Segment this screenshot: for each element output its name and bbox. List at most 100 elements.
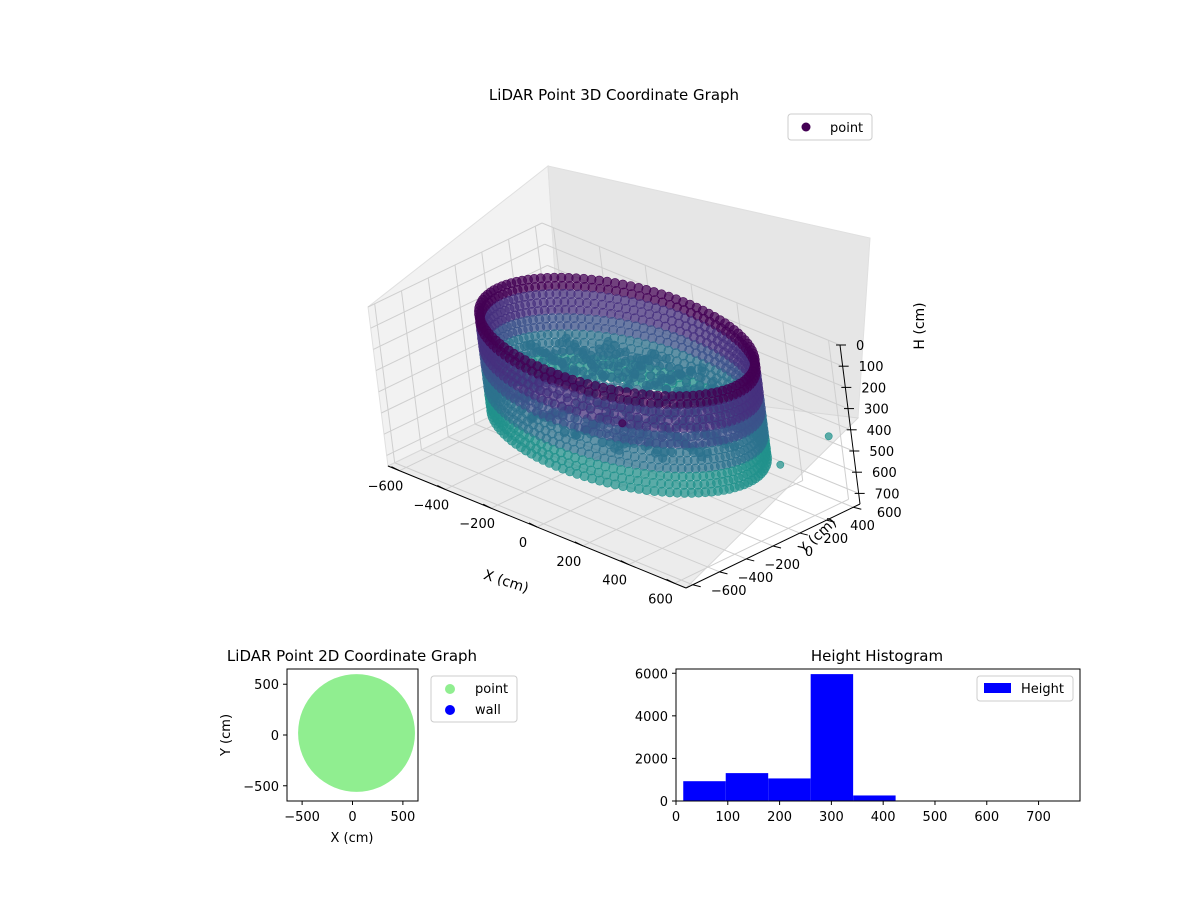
y3d-axis-line (685, 503, 861, 589)
axes-histogram: 0 100 200 300 400 500 600 700 0 2000 4000 6000 (635, 667, 1051, 825)
grid-left-y (374, 303, 396, 463)
x3d-tick-label: −400 (413, 498, 449, 513)
point-3d (661, 354, 671, 364)
point-3d (552, 423, 563, 434)
point-3d (547, 355, 557, 365)
point-3d (708, 376, 718, 386)
hist-y-tick-label: 2000 (635, 752, 668, 767)
legend-3d-label: point (830, 121, 863, 136)
z3d-tick-label: 200 (861, 381, 886, 396)
grid-left-y (400, 290, 422, 450)
point-3d (550, 407, 561, 418)
hist-bar (768, 778, 811, 801)
y3d-tick-label: −600 (711, 584, 747, 599)
y2d-tick-label: −500 (243, 780, 279, 795)
chart3d-zlabel: H (cm) (912, 302, 928, 349)
point-3d (612, 376, 622, 386)
points-3d (473, 272, 833, 498)
point-3d (646, 371, 656, 381)
legend-3d-marker (801, 122, 811, 132)
hist-x-tick-label: 400 (871, 810, 896, 825)
x3d-tick-label: 600 (648, 592, 673, 607)
chart3d-title: LiDAR Point 3D Coordinate Graph (489, 86, 739, 104)
y3d-tick-label: −200 (764, 558, 800, 573)
hist-x-tick-label: 100 (715, 810, 740, 825)
point-3d (824, 432, 833, 441)
point-3d (608, 362, 618, 372)
grid-back-x (828, 340, 850, 500)
hist-bar (725, 773, 769, 801)
chart-3d: LiDAR Point 3D Coordinate Graph −600 −400… (367, 86, 928, 607)
y3d-tick (799, 532, 808, 536)
z3d-tick-label: 500 (869, 445, 894, 460)
point-3d (549, 399, 560, 409)
chart2d-title: LiDAR Point 2D Coordinate Graph (227, 647, 477, 665)
chart-histogram: Height Histogram 0 100 200 300 400 500 600 7000… (635, 647, 1081, 825)
point-3d (696, 373, 706, 383)
point-3d (651, 377, 661, 387)
hist-title: Height Histogram (811, 647, 943, 665)
point-3d (621, 442, 631, 453)
y2d-tick-label: 0 (271, 729, 279, 744)
hist-frame (675, 668, 1081, 802)
z3d-tick-label: 100 (859, 360, 884, 375)
point-3d (623, 319, 633, 330)
grid-left-y (454, 264, 476, 425)
hist-x-tick-label: 200 (767, 810, 792, 825)
point-3d (555, 439, 565, 450)
y3d-tick (719, 571, 728, 575)
legend-2d-point-marker (445, 684, 455, 694)
legend-hist-label: Height (1021, 682, 1064, 697)
x3d-tick-label: −200 (459, 517, 495, 532)
chart2d-xlabel: X (cm) (331, 831, 374, 846)
y3d-tick-label: 400 (850, 519, 875, 534)
y2d-tick-label: 500 (254, 678, 279, 693)
axes-3d: −600−400−2000200400600−600−400−200020040… (368, 339, 902, 607)
hist-bar (810, 674, 854, 801)
grid-back-x (782, 321, 804, 481)
y3d-tick (746, 558, 755, 562)
chart-2d: LiDAR Point 2D Coordinate Graph −500 0 500… (219, 647, 518, 846)
z3d-tick-label: 400 (867, 424, 892, 439)
y3d-tick (826, 519, 835, 523)
hist-x-tick-label: 500 (923, 810, 948, 825)
point-3d (684, 370, 694, 380)
point-3d (522, 340, 532, 350)
point-3d (652, 353, 662, 363)
hist-x-tick-label: 600 (974, 810, 999, 825)
point-3d (545, 366, 556, 377)
hist-bars (683, 674, 1066, 801)
point-3d (557, 357, 567, 367)
point-3d (626, 482, 636, 493)
legend-2d: point wall (430, 675, 518, 723)
point-3d (645, 362, 655, 372)
z3d-tick-label: 0 (856, 339, 864, 354)
x3d-tick-label: 200 (556, 555, 581, 570)
point-3d (616, 402, 626, 412)
point-3d (554, 338, 564, 348)
y3d-tick (692, 584, 701, 588)
point-3d (667, 376, 677, 386)
y3d-tick (853, 506, 862, 510)
hist-x-tick-label: 0 (672, 810, 680, 825)
point-3d (557, 347, 567, 357)
legend-hist: Height (976, 675, 1074, 702)
hist-x-tick-label: 300 (819, 810, 844, 825)
chart3d-xlabel: X (cm) (482, 567, 531, 597)
point-3d (664, 362, 674, 372)
legend-2d-wall-label: wall (475, 703, 501, 718)
point-3d (619, 426, 629, 437)
point-3d (572, 366, 582, 376)
y3d-tick-label: 600 (877, 506, 902, 521)
hist-bar (853, 795, 896, 801)
z3d-tick-label: 700 (875, 487, 900, 502)
x3d-tick-label: −600 (368, 480, 404, 495)
point-3d (573, 347, 583, 357)
point-3d (623, 458, 633, 469)
point-3d (621, 303, 631, 314)
x3d-axis-line (387, 465, 687, 589)
point-3d (619, 287, 629, 298)
point-3d (654, 361, 664, 371)
point-3d (625, 474, 635, 485)
